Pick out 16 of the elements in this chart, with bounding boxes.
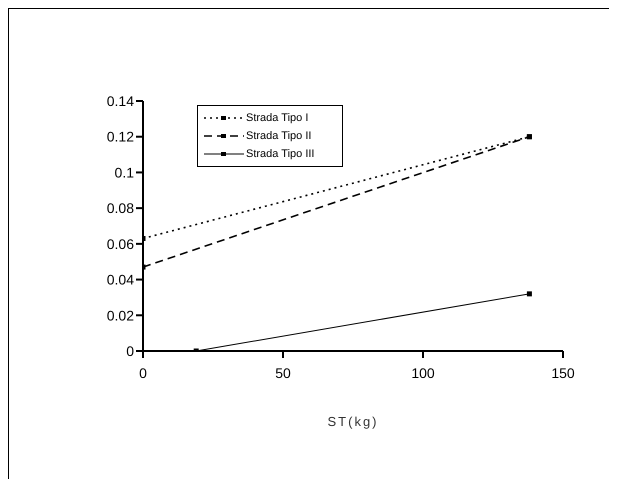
- y-tick-label: 0.04: [106, 272, 134, 288]
- x-tick-label: 0: [139, 364, 148, 381]
- y-tick-label: 0.02: [106, 307, 134, 324]
- x-tick-label: 50: [275, 364, 291, 381]
- y-tick-label: 0.14: [106, 92, 134, 109]
- x-tick-label: 150: [551, 364, 575, 381]
- legend-label: Strada Tipo II: [246, 130, 312, 142]
- x-tick-label: 100: [411, 364, 435, 381]
- y-tick-label: 0.08: [106, 200, 134, 216]
- x-axis-title: ST(kg): [328, 414, 378, 429]
- y-tick-label: 0.1: [114, 164, 134, 180]
- legend-label: Strada Tipo I: [246, 112, 308, 124]
- y-tick-label: 0.06: [106, 236, 134, 252]
- y-tick-label: 0.12: [106, 128, 134, 145]
- y-tick-label: 0: [126, 342, 134, 359]
- legend-label: Strada Tipo III: [246, 148, 314, 160]
